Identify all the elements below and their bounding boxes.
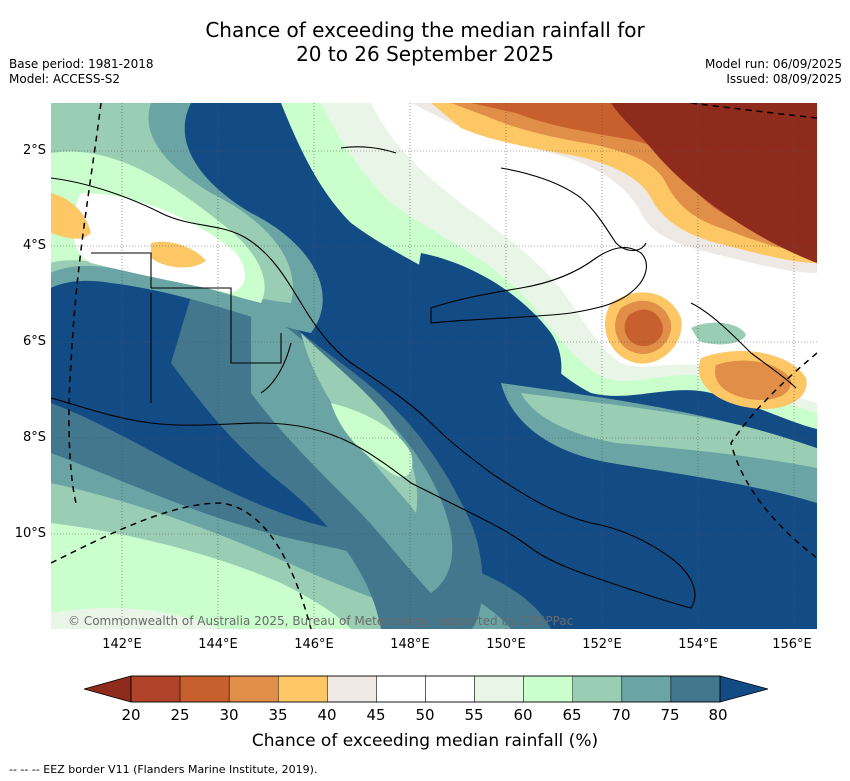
- eez-borders: [51, 103, 817, 629]
- model-run: Model run: 06/09/2025: [704, 57, 842, 71]
- colorbar-tick: 20: [121, 706, 141, 724]
- colorbar-tick: 65: [562, 706, 582, 724]
- colorbar-tick: 50: [415, 706, 435, 724]
- rainfall-map: [51, 103, 817, 629]
- contour-60-south: [51, 523, 351, 629]
- colorbar-segment: [179, 675, 230, 703]
- colorbar-segments: [130, 675, 721, 703]
- colorbar-tick: 35: [268, 706, 288, 724]
- meta-right: Model run: 06/09/2025 Issued: 08/09/2025: [705, 57, 842, 87]
- contour-55-south: [51, 608, 221, 629]
- lat-tick: 6°S: [22, 334, 46, 349]
- contour-20-northeast: [611, 103, 817, 263]
- colorbar-segment: [228, 675, 279, 703]
- colorbar-tick: 25: [170, 706, 190, 724]
- contour-35-inland: [151, 241, 206, 268]
- lat-tick: 4°S: [22, 238, 46, 253]
- colorbar-segment: [327, 675, 377, 703]
- colorbar-segment: [376, 675, 426, 703]
- colorbar-tick: 60: [513, 706, 533, 724]
- colorbar-segment: [621, 675, 672, 703]
- contour-65-spot: [691, 322, 746, 345]
- meta-left: Base period: 1981-2018 Model: ACCESS-S2: [9, 57, 154, 87]
- colorbar-segment: [425, 675, 475, 703]
- colorbar-segment: [572, 675, 623, 703]
- colorbar-segment: [523, 675, 573, 703]
- colorbar-segment: [278, 675, 328, 703]
- contour-65-southeast: [521, 393, 817, 468]
- contour-30-spot-154e: [715, 360, 792, 401]
- colorbar-segment: [474, 675, 524, 703]
- contour-25-spot-152e: [624, 309, 663, 347]
- colorbar-label: Chance of exceeding median rainfall (%): [251, 731, 599, 751]
- model-name: Model: ACCESS-S2: [9, 72, 121, 86]
- colorbar-tick: 30: [219, 706, 239, 724]
- lat-tick: 10°S: [14, 526, 46, 541]
- colorbar-tick: 70: [611, 706, 631, 724]
- copyright-notice: © Commonwealth of Australia 2025, Bureau…: [68, 614, 574, 628]
- colorbar: [84, 675, 768, 703]
- lon-tick: 152°E: [582, 637, 622, 652]
- colorbar-segment: [130, 675, 181, 703]
- title-line-2: 20 to 26 September 2025: [296, 42, 554, 66]
- lon-tick: 154°E: [678, 637, 718, 652]
- map-title: Chance of exceeding the median rainfall …: [0, 18, 850, 66]
- colorbar-tick: 40: [317, 706, 337, 724]
- base-period: Base period: 1981-2018: [9, 57, 154, 71]
- contour-70-central: [251, 303, 453, 593]
- map-canvas: [51, 103, 817, 629]
- lon-tick: 144°E: [198, 637, 238, 652]
- contour-60-central: [331, 403, 413, 477]
- lat-tick: 2°S: [22, 143, 46, 158]
- lon-tick: 156°E: [772, 637, 812, 652]
- colorbar-tick: 80: [708, 706, 728, 724]
- colorbar-high-extension: [719, 675, 768, 703]
- colorbar-low-extension: [84, 675, 132, 703]
- lon-tick: 150°E: [486, 637, 526, 652]
- colorbar-segment: [670, 675, 721, 703]
- colorbar-tick: 75: [660, 706, 680, 724]
- lon-tick: 142°E: [102, 637, 142, 652]
- gridlines: [51, 103, 817, 629]
- colorbar-tick: 55: [464, 706, 484, 724]
- lon-tick: 146°E: [294, 637, 334, 652]
- colorbar-tick: 45: [366, 706, 386, 724]
- lat-tick: 8°S: [22, 430, 46, 445]
- contour-35-west: [51, 193, 91, 239]
- title-line-1: Chance of exceeding the median rainfall …: [205, 18, 645, 42]
- eez-legend: -- -- -- EEZ border V11 (Flanders Marine…: [9, 763, 318, 776]
- colorbar-frame: [130, 675, 721, 703]
- issued-date: Issued: 08/09/2025: [726, 72, 842, 86]
- coastlines: [51, 146, 797, 609]
- lon-tick: 148°E: [390, 637, 430, 652]
